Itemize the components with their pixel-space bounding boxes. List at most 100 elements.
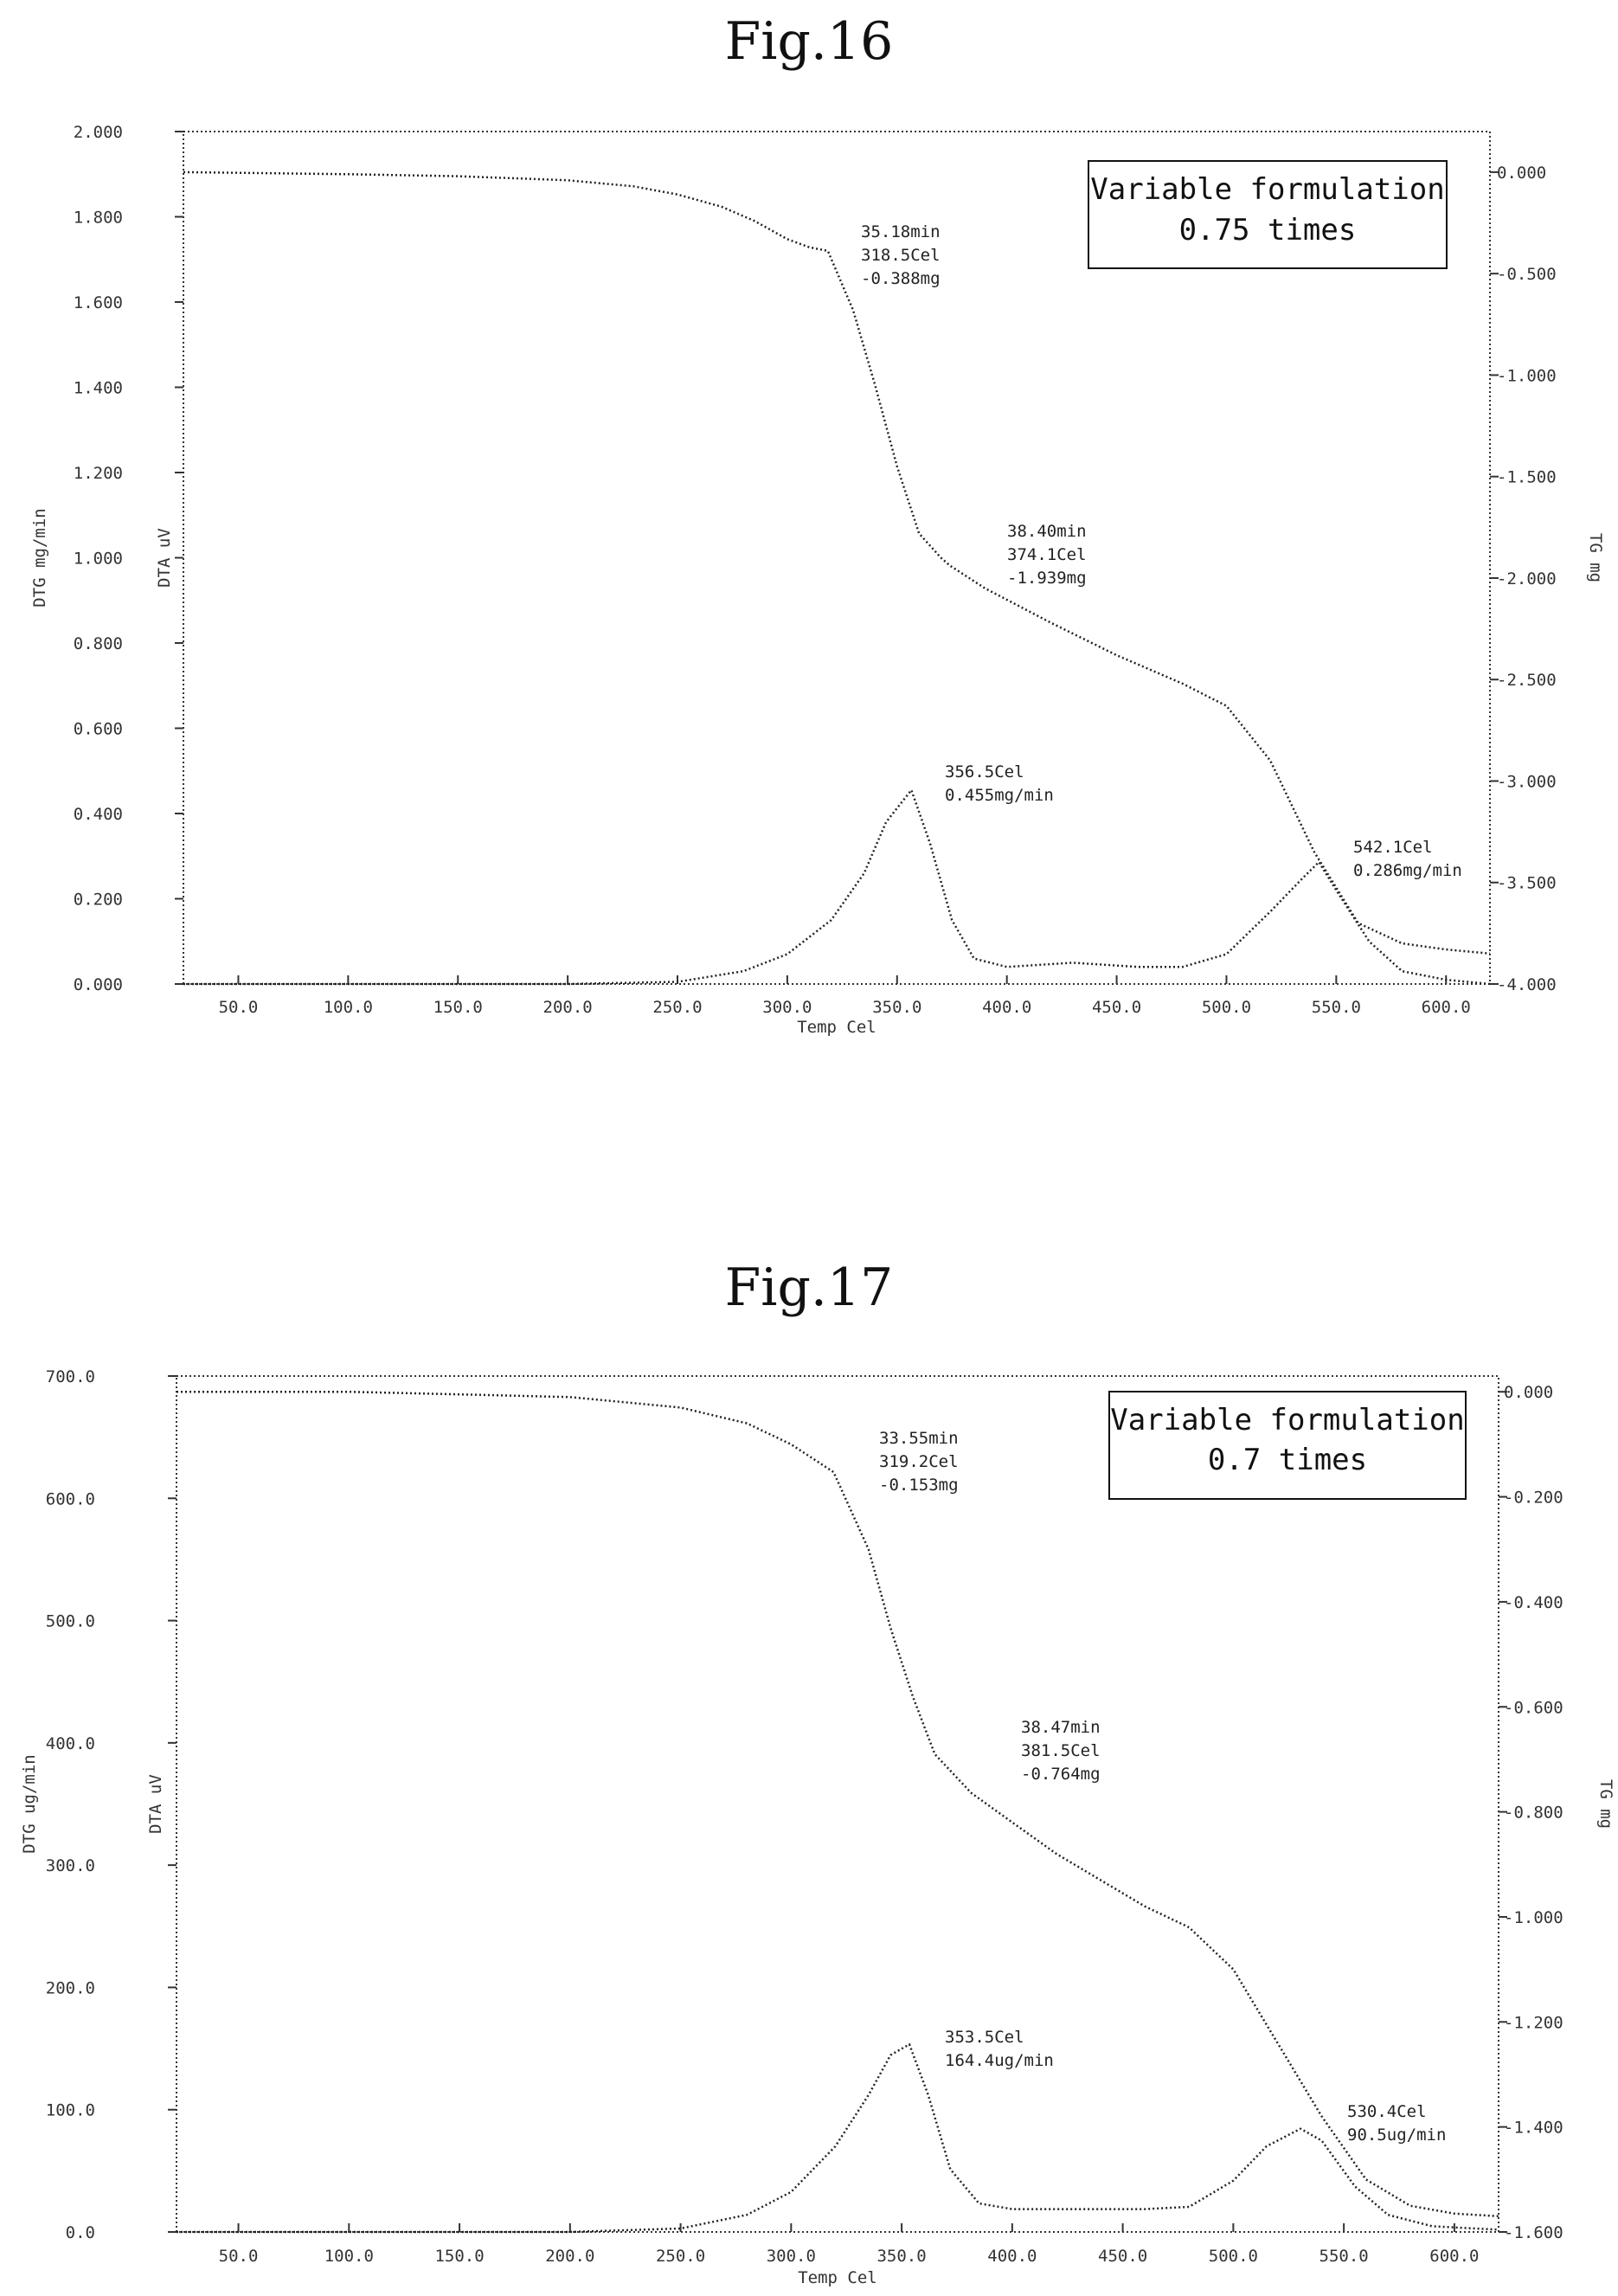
fig16-annotation-2-line: 38.40min bbox=[1007, 522, 1087, 541]
fig17-right-tick-label: -0.600 bbox=[1504, 1698, 1563, 1717]
fig17-left-tick-label: 300.0 bbox=[46, 1856, 95, 1875]
fig17-legend-line-2: 0.7 times bbox=[1208, 1443, 1367, 1477]
fig16-right-tick-label: -1.500 bbox=[1497, 468, 1557, 487]
fig16-right-tick-label: -3.000 bbox=[1497, 772, 1557, 791]
fig16-annotation-2-line: -1.939mg bbox=[1007, 569, 1087, 588]
fig17-x-tick-label: 300.0 bbox=[767, 2247, 816, 2266]
fig16-left-tick-label: 2.000 bbox=[74, 123, 123, 142]
fig16-x-tick-label: 150.0 bbox=[433, 998, 483, 1017]
fig16-left-tick-label: 0.600 bbox=[74, 720, 123, 739]
fig17-y-axis-label-left: DTG ug/min bbox=[20, 1754, 39, 1853]
fig17-annotation-2-line: 38.47min bbox=[1021, 1718, 1101, 1737]
fig17-annotation-1-line: -0.153mg bbox=[879, 1476, 959, 1495]
fig16-x-tick-label: 600.0 bbox=[1422, 998, 1471, 1017]
fig16-x-tick-label: 550.0 bbox=[1312, 998, 1361, 1017]
fig16-annotation-4-line: 0.286mg/min bbox=[1353, 861, 1462, 880]
fig16-y-axis-label-dta: DTA uV bbox=[155, 528, 174, 588]
fig16-x-tick-label: 200.0 bbox=[543, 998, 593, 1017]
fig16-right-tick-label: -0.500 bbox=[1497, 265, 1557, 284]
fig17-left-tick-label: 400.0 bbox=[46, 1734, 95, 1753]
fig16-annotation-1-line: 35.18min bbox=[861, 222, 941, 241]
fig16-left-tick-label: 0.200 bbox=[74, 891, 123, 910]
fig16-x-tick-label: 100.0 bbox=[324, 998, 373, 1017]
fig16-right-tick-label: -3.500 bbox=[1497, 874, 1557, 893]
fig16-legend-line-1: Variable formulation bbox=[1090, 172, 1444, 207]
fig16-left-tick-label: 0.000 bbox=[74, 975, 123, 994]
fig17-annotation-2-line: -0.764mg bbox=[1021, 1765, 1101, 1784]
fig16-title: Fig.16 bbox=[724, 11, 894, 72]
fig17-x-tick-label: 250.0 bbox=[656, 2247, 705, 2266]
fig16-x-axis-label: Temp Cel bbox=[797, 1018, 876, 1037]
fig16-left-tick-label: 1.400 bbox=[74, 379, 123, 398]
fig17-right-tick-label: -1.400 bbox=[1504, 2119, 1563, 2138]
fig17-x-tick-label: 400.0 bbox=[987, 2247, 1037, 2266]
fig16-left-tick-label: 1.600 bbox=[74, 293, 123, 312]
fig16-x-tick-label: 350.0 bbox=[872, 998, 921, 1017]
fig17-x-tick-label: 200.0 bbox=[545, 2247, 594, 2266]
fig17-x-tick-label: 550.0 bbox=[1319, 2247, 1369, 2266]
fig16-annotation-3-line: 356.5Cel bbox=[945, 762, 1024, 781]
fig17-x-tick-label: 50.0 bbox=[219, 2247, 259, 2266]
fig16-annotation-1-line: 318.5Cel bbox=[861, 246, 941, 265]
fig17-right-tick-label: 0.000 bbox=[1504, 1383, 1553, 1402]
fig17-right-tick-label: -0.400 bbox=[1504, 1593, 1563, 1612]
fig16-annotation-3-line: 0.455mg/min bbox=[945, 786, 1054, 805]
fig17-annotation-1-line: 33.55min bbox=[879, 1429, 959, 1448]
fig17-y-axis-label-dta: DTA uV bbox=[146, 1774, 165, 1834]
fig16-right-tick-label: -2.000 bbox=[1497, 569, 1557, 588]
fig17-annotation-3-line: 164.4ug/min bbox=[945, 2051, 1054, 2070]
fig17-left-tick-label: 700.0 bbox=[46, 1367, 95, 1386]
fig17-dtg-curve bbox=[177, 2042, 1499, 2234]
fig17-right-tick-label: -0.200 bbox=[1504, 1489, 1563, 1508]
fig16-y-axis-label-right: TG mg bbox=[1586, 533, 1605, 582]
fig16-x-tick-label: 400.0 bbox=[982, 998, 1031, 1017]
fig16-y-axis-label-left: DTG mg/min bbox=[30, 508, 49, 607]
fig17-left-tick-label: 600.0 bbox=[46, 1489, 95, 1508]
fig17-annotation-1-line: 319.2Cel bbox=[879, 1452, 959, 1471]
fig17-legend-box bbox=[1108, 1391, 1467, 1500]
fig17-x-tick-label: 500.0 bbox=[1209, 2247, 1258, 2266]
fig16-annotation-2-line: 374.1Cel bbox=[1007, 545, 1087, 564]
fig17-annotation-4-line: 90.5ug/min bbox=[1347, 2126, 1446, 2145]
fig16-annotation-1-line: -0.388mg bbox=[861, 269, 941, 288]
fig16-left-tick-label: 1.000 bbox=[74, 550, 123, 569]
fig17-x-tick-label: 600.0 bbox=[1429, 2247, 1479, 2266]
fig16-x-tick-label: 450.0 bbox=[1092, 998, 1141, 1017]
fig16-right-tick-label: -1.000 bbox=[1497, 366, 1557, 385]
fig16-right-tick-label: -4.000 bbox=[1497, 975, 1557, 994]
fig17-left-tick-label: 100.0 bbox=[46, 2101, 95, 2120]
fig17-y-axis-label-right: TG mg bbox=[1596, 1779, 1615, 1829]
fig16-right-tick-label: 0.000 bbox=[1497, 164, 1546, 183]
fig17-tg-curve bbox=[177, 1390, 1499, 2218]
fig17-right-tick-label: -0.800 bbox=[1504, 1804, 1563, 1823]
fig17-right-tick-label: -1.200 bbox=[1504, 2013, 1563, 2032]
fig16-left-tick-label: 0.800 bbox=[74, 634, 123, 653]
fig17-plot-frame bbox=[176, 1375, 1499, 2233]
fig16-left-tick-label: 1.200 bbox=[74, 464, 123, 483]
fig16-x-tick-label: 50.0 bbox=[219, 998, 259, 1017]
fig16-left-tick-label: 1.800 bbox=[74, 209, 123, 228]
fig16-chart: 0.000 0.200 0.400 0.600 0.800 1.000 1.200 1.400… bbox=[30, 123, 1605, 1037]
fig16-left-tick-label: 0.400 bbox=[74, 805, 123, 824]
fig17-legend-line-1: Variable formulation bbox=[1110, 1403, 1464, 1437]
fig17-x-axis-label: Temp Cel bbox=[798, 2268, 877, 2287]
fig17-left-tick-label: 500.0 bbox=[46, 1612, 95, 1631]
fig16-x-tick-label: 250.0 bbox=[652, 998, 702, 1017]
fig16-annotation-4-line: 542.1Cel bbox=[1353, 838, 1433, 857]
fig16-right-tick-label: -2.500 bbox=[1497, 671, 1557, 690]
fig17-title: Fig.17 bbox=[724, 1257, 894, 1318]
fig17-left-tick-label: 0.0 bbox=[66, 2223, 95, 2242]
fig16-x-tick-label: 300.0 bbox=[762, 998, 812, 1017]
fig16-plot-frame bbox=[183, 131, 1491, 985]
fig17-right-tick-label: -1.000 bbox=[1504, 1908, 1563, 1927]
fig17-annotation-2-line: 381.5Cel bbox=[1021, 1741, 1101, 1760]
fig17-x-tick-label: 350.0 bbox=[876, 2247, 926, 2266]
fig17-annotation-4-line: 530.4Cel bbox=[1347, 2102, 1427, 2121]
fig17-right-tick-label: -1.600 bbox=[1504, 2223, 1563, 2242]
fig17-x-tick-label: 450.0 bbox=[1098, 2247, 1147, 2266]
fig17-left-tick-label: 200.0 bbox=[46, 1978, 95, 1997]
fig16-x-tick-label: 500.0 bbox=[1202, 998, 1251, 1017]
fig16-legend-box bbox=[1088, 160, 1448, 269]
fig17-annotation-3-line: 353.5Cel bbox=[945, 2028, 1024, 2047]
